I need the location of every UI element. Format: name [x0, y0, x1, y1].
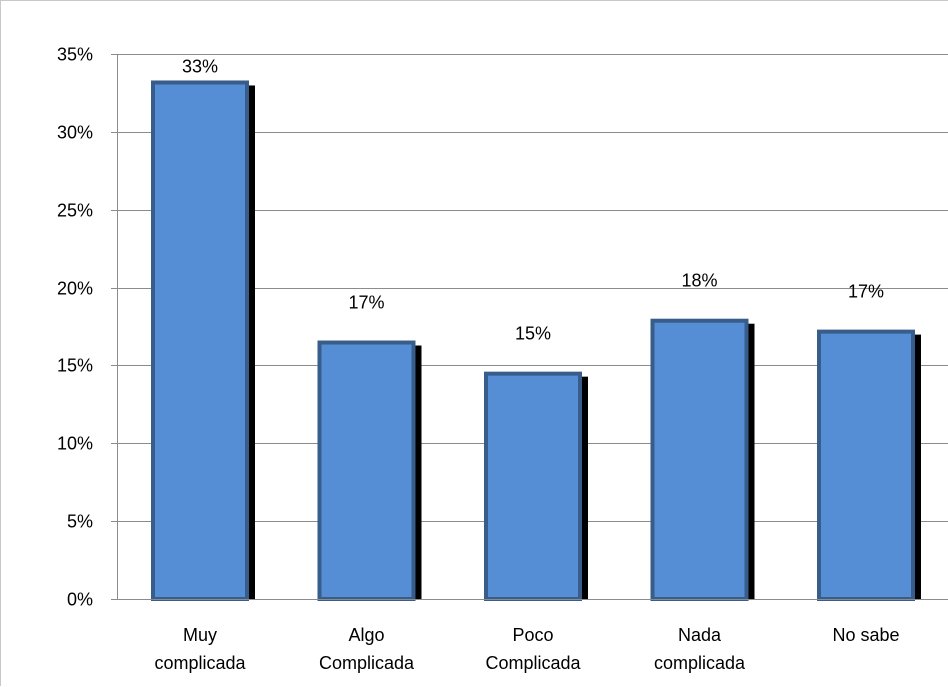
x-category-label-2-0: Poco	[512, 625, 553, 645]
bars	[151, 80, 921, 601]
y-tick-label-4: 20%	[57, 279, 93, 299]
y-tick-label-0: 0%	[67, 590, 93, 610]
bar-4	[817, 329, 915, 601]
data-label-4: 17%	[848, 282, 884, 302]
x-category-label-0-0: Muy	[183, 625, 217, 645]
y-tick-label-7: 35%	[57, 45, 93, 65]
x-category-label-0-1: complicada	[154, 653, 246, 673]
data-label-0: 33%	[182, 56, 218, 76]
bar-3	[650, 318, 749, 601]
gridlines	[117, 54, 948, 522]
x-category-label-2-1: Complicada	[485, 653, 581, 673]
y-tick-label-5: 25%	[57, 201, 93, 221]
y-tick-label-1: 5%	[67, 512, 93, 532]
data-label-1: 17%	[348, 293, 384, 313]
y-tick-label-6: 30%	[57, 123, 93, 143]
data-label-3: 18%	[681, 271, 717, 291]
y-tick-label-3: 15%	[57, 356, 93, 376]
x-category-label-3-0: Nada	[678, 625, 722, 645]
y-tick-label-2: 10%	[57, 434, 93, 454]
data-label-2: 15%	[515, 324, 551, 344]
bar-2	[484, 371, 582, 601]
x-category-label-3-1: complicada	[654, 653, 746, 673]
x-category-label-4-0: No sabe	[832, 625, 899, 645]
labels: 0% 5% 10% 15% 20% 25% 30% 35% 33% Muy complicada 17…	[57, 45, 900, 674]
x-category-label-1-0: Algo	[348, 625, 384, 645]
axes	[111, 54, 948, 600]
x-category-label-1-1: Complicada	[319, 653, 415, 673]
bar-0	[151, 80, 249, 601]
bar-1	[317, 340, 416, 601]
